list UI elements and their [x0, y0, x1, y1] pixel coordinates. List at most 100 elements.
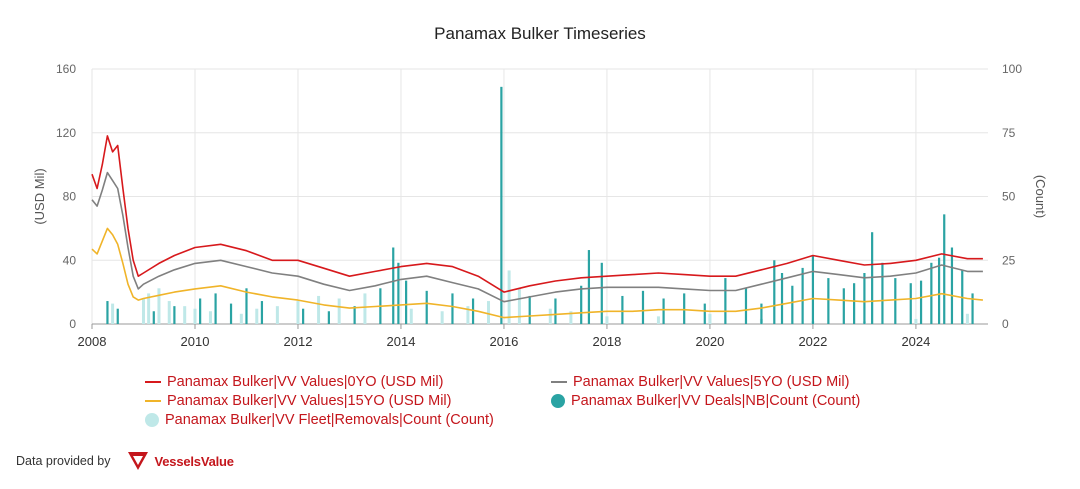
y2-tick-label: 75: [1002, 126, 1016, 140]
bar: [569, 311, 573, 324]
bar: [193, 308, 197, 324]
y2-tick-label: 50: [1002, 190, 1016, 204]
bar: [327, 311, 330, 324]
bar: [451, 293, 454, 324]
bar: [827, 278, 830, 324]
legend-dot-icon: [551, 394, 565, 408]
bar: [930, 262, 933, 324]
x-tick-label: 2016: [489, 334, 518, 349]
legend-dot-icon: [145, 413, 159, 427]
bar: [811, 255, 815, 324]
bar: [255, 308, 259, 324]
bar: [791, 285, 794, 324]
bar: [152, 311, 155, 324]
bar: [641, 290, 645, 324]
bar: [208, 311, 212, 324]
bar: [507, 270, 511, 324]
bar: [919, 280, 923, 324]
legend-item-0yo[interactable]: Panamax Bulker|VV Values|0YO (USD Mil): [145, 374, 443, 390]
bar: [971, 293, 974, 324]
x-tick-label: 2012: [284, 334, 313, 349]
y2-tick-label: 0: [1002, 317, 1009, 331]
bar: [703, 303, 706, 324]
bar: [363, 293, 367, 324]
bar: [302, 308, 305, 324]
bar: [275, 306, 279, 324]
data-provided-by: Data provided by: [16, 454, 111, 468]
bar: [296, 301, 300, 324]
legend-item-15yo[interactable]: Panamax Bulker|VV Values|15YO (USD Mil): [145, 393, 451, 409]
bar: [392, 247, 395, 324]
bar: [260, 301, 264, 324]
brand-name: VesselsValue: [154, 453, 234, 469]
series-line: [91, 171, 983, 303]
bar: [239, 313, 243, 324]
legend-label-removals: Panamax Bulker|VV Fleet|Removals|Count (…: [165, 412, 494, 428]
bar: [853, 283, 856, 324]
legend-line-icon: [551, 381, 567, 383]
bar: [708, 313, 712, 324]
bar: [471, 298, 475, 324]
bar: [554, 298, 557, 324]
bar: [724, 278, 727, 324]
bar: [943, 214, 946, 324]
x-tick-label: 2010: [181, 334, 210, 349]
brand-logo[interactable]: VesselsValue: [127, 451, 234, 471]
bar: [466, 306, 470, 324]
y-tick-label: 40: [63, 253, 77, 267]
bar: [801, 267, 804, 324]
y-axis-title: (USD Mil): [32, 168, 47, 224]
x-tick-label: 2014: [387, 334, 416, 349]
bar: [409, 308, 413, 324]
footer: Data provided by VesselsValue: [16, 451, 234, 471]
bar: [937, 257, 941, 324]
bar: [773, 260, 776, 324]
bar: [229, 303, 233, 324]
x-tick-label: 2020: [695, 334, 724, 349]
bar: [600, 262, 603, 324]
bar: [500, 86, 503, 324]
bar: [397, 262, 400, 324]
bar: [780, 273, 784, 324]
bar: [199, 298, 202, 324]
bar: [909, 283, 912, 324]
bar: [548, 308, 552, 324]
bar: [863, 273, 866, 324]
bar: [173, 306, 176, 324]
bar: [950, 247, 954, 324]
bar: [760, 303, 763, 324]
legend-item-removals[interactable]: Panamax Bulker|VV Fleet|Removals|Count (…: [145, 412, 494, 428]
x-tick-label: 2024: [901, 334, 930, 349]
legend-line-icon: [145, 381, 161, 383]
bar: [580, 285, 583, 324]
legend-label-5yo: Panamax Bulker|VV Values|5YO (USD Mil): [573, 374, 850, 390]
bar: [425, 290, 428, 324]
series-line: [91, 135, 983, 293]
legend-label-deals: Panamax Bulker|VV Deals|NB|Count (Count): [571, 393, 861, 409]
bar: [183, 306, 187, 324]
bar: [405, 280, 408, 324]
bar: [440, 311, 444, 324]
legend-item-5yo[interactable]: Panamax Bulker|VV Values|5YO (USD Mil): [551, 374, 849, 390]
legend-line-icon: [145, 400, 161, 402]
bar: [881, 262, 884, 324]
y2-tick-label: 100: [1002, 62, 1022, 76]
bar: [157, 288, 161, 324]
bar: [656, 316, 660, 324]
bar: [147, 293, 151, 324]
legend-label-15yo: Panamax Bulker|VV Values|15YO (USD Mil): [167, 393, 452, 409]
y-tick-label: 120: [56, 126, 76, 140]
bar: [141, 298, 145, 324]
bar: [662, 298, 665, 324]
bar: [587, 250, 591, 324]
bar: [106, 301, 109, 324]
y-tick-label: 160: [56, 62, 76, 76]
bar: [894, 278, 897, 324]
bar: [245, 288, 248, 324]
bar: [337, 298, 341, 324]
bar: [517, 288, 521, 324]
y2-axis-title: (Count): [1033, 175, 1048, 218]
legend-item-deals[interactable]: Panamax Bulker|VV Deals|NB|Count (Count): [551, 393, 860, 409]
bar: [842, 288, 845, 324]
